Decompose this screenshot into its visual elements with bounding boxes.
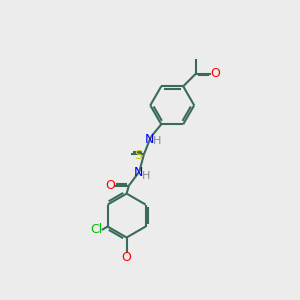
Text: H: H: [142, 171, 150, 181]
Text: O: O: [105, 179, 115, 192]
Text: N: N: [134, 166, 143, 179]
Text: O: O: [122, 251, 131, 264]
Text: N: N: [145, 133, 154, 146]
Text: H: H: [153, 136, 161, 146]
Text: Cl: Cl: [90, 224, 102, 236]
Text: O: O: [210, 67, 220, 80]
Text: S: S: [134, 149, 142, 162]
